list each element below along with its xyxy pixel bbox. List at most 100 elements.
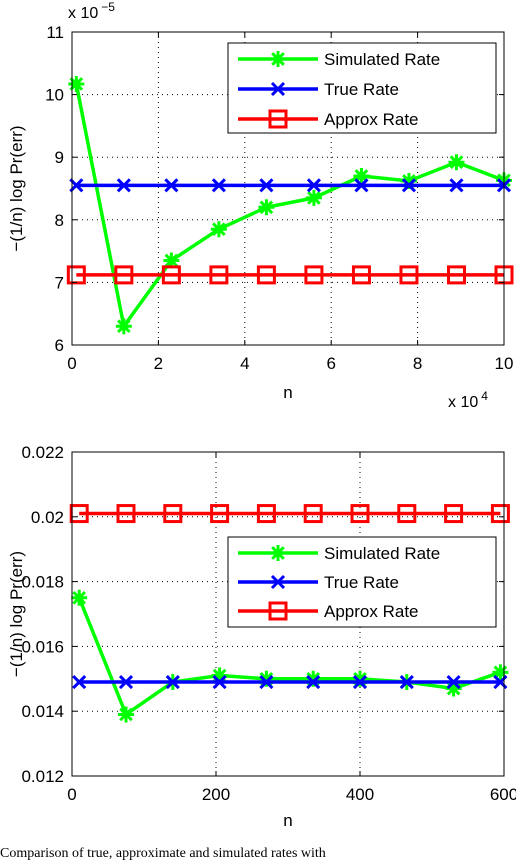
data-point-shape [446,265,466,285]
data-point-shape [211,667,228,684]
data-point-shape [397,504,417,524]
data-point [210,221,227,238]
y-tick-label: 11 [46,23,64,42]
data-point [212,674,227,690]
data-point [306,674,321,690]
legend-label: Simulated Rate [324,544,440,563]
data-point [258,199,275,216]
data-point [165,674,180,690]
data-point-shape [163,504,183,524]
data-point-shape [353,167,370,184]
data-point [68,75,85,92]
data-point [351,265,371,285]
y-tick-label: 0.016 [21,637,64,656]
y-axis-exponent: x 10 −5 [68,0,115,22]
y-tick-label: 0.018 [21,573,64,592]
data-point-shape [445,680,462,697]
data-point-shape [68,75,85,92]
data-point [448,154,465,171]
plot-frame [71,451,505,777]
legend-label: True Rate [324,573,399,592]
data-point-shape [304,265,324,285]
x-tick-label: 4 [240,354,249,373]
data-point-shape [306,178,321,193]
x-tick-label: 0 [67,785,76,804]
x-axis-exponent: x 10 4 [448,389,488,411]
data-point-shape [303,504,323,524]
data-point-shape [399,265,419,285]
legend-item: Approx Rate [238,109,419,129]
x-tick-label: 600 [490,785,516,804]
x-axis-label: n [283,383,292,402]
data-point-shape [210,221,227,238]
x-tick-label: 200 [202,785,230,804]
data-point-shape [116,178,131,193]
series-approx-rate [66,265,514,285]
data-point-shape [399,674,414,690]
data-point [354,178,369,193]
legend: Simulated Rate True Rate Approx Rate [227,42,497,134]
x-tick-label: 400 [346,785,374,804]
data-point-shape [163,252,180,269]
legend-marker-shape [270,574,286,590]
legend-marker [270,574,286,590]
data-point-shape [305,189,322,206]
legend-item: Simulated Rate [238,544,440,563]
series-line [77,597,501,718]
data-point-shape [115,318,132,335]
data-point [490,504,510,524]
x-tick-label: 6 [326,354,335,373]
data-point [258,670,275,687]
legend-item: True Rate [238,573,399,592]
legend-label: True Rate [324,80,399,99]
data-point [256,504,276,524]
data-point-shape [210,504,230,524]
data-point [305,189,322,206]
data-point-shape [71,589,88,606]
data-point-shape [444,504,464,524]
data-point [304,265,324,285]
data-point-shape [212,674,227,690]
data-point-shape [400,172,417,189]
data-point [492,664,509,681]
x-tick-label: 8 [413,354,422,373]
data-point-shape [258,199,275,216]
series-approx-rate [69,504,510,524]
data-point [305,670,322,687]
data-point [352,674,368,690]
data-point [116,178,131,193]
data-point [118,674,134,690]
data-point-shape [114,265,134,285]
data-point [163,504,183,524]
data-point [352,670,368,687]
data-point [210,504,230,524]
data-point [449,178,464,193]
data-point [397,504,417,524]
data-point-shape [118,706,134,723]
y-axis-label: −(1/n) log Pr(err) [7,125,26,251]
data-point [445,680,462,697]
data-point [350,504,370,524]
data-point [211,178,226,193]
data-point-shape [354,178,369,193]
data-point-shape [449,178,464,193]
data-point [115,318,132,335]
data-point-shape [116,504,136,524]
data-point [72,674,87,690]
legend-marker [268,109,288,129]
series-true-rate [69,178,512,193]
legend-marker [268,601,288,621]
legend-marker [270,545,286,561]
data-point [69,504,89,524]
data-point-shape [259,178,274,193]
data-point-shape [401,178,417,193]
data-point [446,265,466,285]
legend-item: Approx Rate [238,601,419,621]
data-point [161,265,181,285]
y-tick-label: 10 [45,86,64,105]
y-tick-label: 9 [55,148,64,167]
data-point [446,674,461,690]
data-point-shape [161,265,181,285]
legend-label: Approx Rate [324,110,419,129]
data-point [259,178,274,193]
